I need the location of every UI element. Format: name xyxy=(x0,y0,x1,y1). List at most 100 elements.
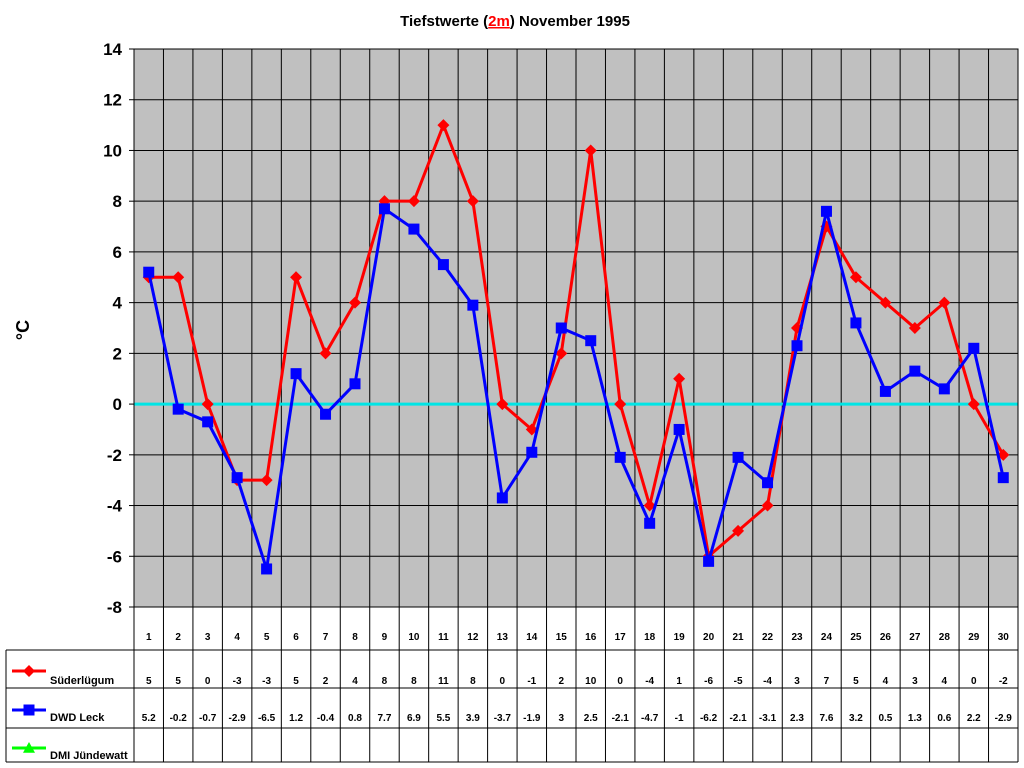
data-point xyxy=(261,563,273,575)
data-point xyxy=(496,398,509,411)
data-point xyxy=(879,296,892,309)
data-label: 8 xyxy=(411,676,417,687)
x-tick-label: 5 xyxy=(264,632,270,643)
x-tick-label: 15 xyxy=(556,632,568,643)
data-label: 0 xyxy=(205,676,211,687)
data-label: -1 xyxy=(527,676,536,687)
data-label: -0.2 xyxy=(170,713,188,724)
data-label: 3.9 xyxy=(466,713,480,724)
x-tick-label: 24 xyxy=(821,632,833,643)
x-tick-label: 13 xyxy=(497,632,509,643)
data-point xyxy=(879,385,891,397)
data-label: 5 xyxy=(853,676,859,687)
data-label: 0 xyxy=(971,676,977,687)
data-label: -3.7 xyxy=(494,713,512,724)
data-point xyxy=(467,299,479,311)
legend-label: DMI Jündewatt xyxy=(50,750,128,762)
data-point xyxy=(997,472,1009,484)
data-label: 3 xyxy=(912,676,918,687)
data-point xyxy=(938,296,951,309)
data-point xyxy=(201,398,214,411)
data-point xyxy=(290,271,303,284)
data-label: -6.5 xyxy=(258,713,276,724)
data-label: -0.4 xyxy=(317,713,335,724)
data-point xyxy=(732,524,745,537)
data-label: -6.2 xyxy=(700,713,718,724)
x-tick-label: 10 xyxy=(408,632,420,643)
x-tick-label: 22 xyxy=(762,632,774,643)
data-label: 2.3 xyxy=(790,713,804,724)
y-tick-label: 10 xyxy=(103,141,122,160)
y-tick-label: 2 xyxy=(113,344,122,363)
data-label: 8 xyxy=(382,676,388,687)
x-tick-label: 27 xyxy=(909,632,921,643)
x-tick-label: 9 xyxy=(382,632,388,643)
data-point xyxy=(231,472,243,484)
y-tick-label: -6 xyxy=(107,547,122,566)
data-point xyxy=(791,340,803,352)
data-label: 8 xyxy=(470,676,476,687)
data-label: 2 xyxy=(558,676,564,687)
legend-marker-2 xyxy=(23,742,35,753)
data-label: 4 xyxy=(883,676,889,687)
data-label: 5 xyxy=(293,676,299,687)
x-tick-label: 28 xyxy=(939,632,951,643)
data-label: 2.2 xyxy=(967,713,981,724)
x-tick-label: 8 xyxy=(352,632,358,643)
data-label: 5 xyxy=(175,676,181,687)
x-tick-label: 2 xyxy=(175,632,181,643)
data-label: 4 xyxy=(352,676,358,687)
x-tick-label: 26 xyxy=(880,632,892,643)
data-label: 7.7 xyxy=(378,713,392,724)
data-point xyxy=(319,347,332,360)
title-suffix: ) November 1995 xyxy=(510,13,630,30)
data-point xyxy=(614,451,626,463)
title-prefix: Tiefstwerte ( xyxy=(400,13,488,30)
data-point xyxy=(909,365,921,377)
x-tick-label: 11 xyxy=(438,632,449,643)
data-label: -4 xyxy=(763,676,772,687)
data-point xyxy=(555,322,567,334)
data-label: 4 xyxy=(942,676,948,687)
data-point xyxy=(614,398,627,411)
data-point xyxy=(437,259,449,271)
x-tick-label: 29 xyxy=(968,632,980,643)
y-tick-label: 0 xyxy=(113,395,122,414)
y-tick-label: -8 xyxy=(107,598,122,617)
x-tick-label: 18 xyxy=(644,632,656,643)
data-point xyxy=(967,398,980,411)
data-point xyxy=(850,317,862,329)
plot-area: 14 12 10 8 6 4 2 0 -2 -4 -6 -8 xyxy=(103,40,1019,617)
y-tick-label: -4 xyxy=(107,497,123,516)
data-label: 11 xyxy=(438,676,449,687)
data-point xyxy=(320,408,332,420)
data-point xyxy=(349,378,361,390)
y-tick-label: 12 xyxy=(103,91,122,110)
data-label: 1 xyxy=(676,676,682,687)
data-point xyxy=(466,195,479,208)
y-axis-label: °C xyxy=(13,320,33,340)
legend-label: DWD Leck xyxy=(50,712,105,724)
data-point xyxy=(349,296,361,309)
legend-marker-1 xyxy=(23,704,35,716)
data-point xyxy=(555,347,568,360)
y-tick-label: 8 xyxy=(113,192,122,211)
x-tick-label: 19 xyxy=(674,632,686,643)
x-tick-label: 6 xyxy=(293,632,299,643)
data-label: 0.6 xyxy=(937,713,951,724)
y-tick-label: 14 xyxy=(103,40,122,59)
x-tick-label: 3 xyxy=(205,632,211,643)
data-point xyxy=(762,477,774,489)
data-label: 2 xyxy=(323,676,329,687)
data-label: 2.5 xyxy=(584,713,598,724)
data-point xyxy=(290,368,302,380)
data-point xyxy=(526,446,538,458)
data-point xyxy=(172,271,185,284)
x-tick-label: 17 xyxy=(615,632,627,643)
data-label: 3 xyxy=(794,676,800,687)
data-label: -3.1 xyxy=(759,713,777,724)
data-label: -4.7 xyxy=(641,713,659,724)
data-point xyxy=(644,517,656,529)
data-label: -2.9 xyxy=(229,713,247,724)
